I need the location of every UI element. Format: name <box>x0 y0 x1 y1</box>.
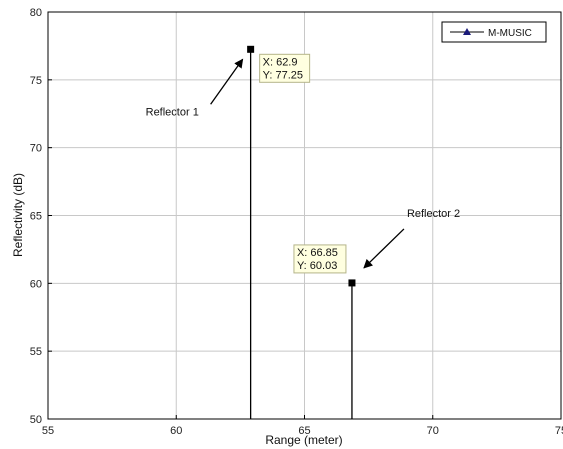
tick-labels: 556065707550556065707580 <box>30 7 563 437</box>
datatip-x-label: X: 62.9 <box>263 56 298 68</box>
datatip-x-label: X: 66.85 <box>297 247 338 259</box>
x-tick-label: 60 <box>170 425 182 437</box>
annotation-label: Reflector 2 <box>407 208 460 220</box>
legend-box <box>441 21 547 43</box>
annotation: Reflector 2 <box>363 208 460 269</box>
x-tick-label: 65 <box>298 425 310 437</box>
stem-marker[interactable] <box>247 45 255 53</box>
x-tick-label: 55 <box>42 425 54 437</box>
datatip-box <box>259 53 311 83</box>
datatip-box <box>293 244 347 274</box>
y-tick-label: 60 <box>30 278 42 290</box>
y-tick-label: 70 <box>30 143 42 155</box>
x-tick-label: 70 <box>427 425 439 437</box>
y-tick-label: 80 <box>30 7 42 19</box>
datatips: X: 62.9Y: 77.25 X: 66.85Y: 60.03 <box>259 53 347 274</box>
legend: M-MUSIC <box>441 21 547 43</box>
legend-entry-label: M-MUSIC <box>488 28 532 39</box>
datatip[interactable]: X: 62.9Y: 77.25 <box>259 53 311 83</box>
y-tick-label: 55 <box>30 346 42 358</box>
legend-triangle-marker-icon <box>463 28 471 35</box>
annotations: Reflector 1 Reflector 2 <box>146 58 460 269</box>
stems <box>247 45 356 419</box>
datatip-y-label: Y: 60.03 <box>297 260 337 272</box>
plot-frame <box>47 11 562 420</box>
y-axis-label: Reflectivity (dB) <box>11 173 25 257</box>
datatip-y-label: Y: 77.25 <box>263 69 303 81</box>
stem-marker[interactable] <box>348 279 356 287</box>
annotation-arrow <box>210 58 244 105</box>
y-tick-label: 65 <box>30 211 42 223</box>
x-tick-label: 75 <box>555 425 563 437</box>
annotation: Reflector 1 <box>146 58 244 118</box>
y-tick-label: 75 <box>30 75 42 87</box>
y-tick-label: 50 <box>30 414 42 426</box>
annotation-label: Reflector 1 <box>146 106 199 118</box>
datatip[interactable]: X: 66.85Y: 60.03 <box>293 244 347 274</box>
annotation-arrow <box>363 228 405 269</box>
x-axis-label: Range (meter) <box>265 433 342 447</box>
